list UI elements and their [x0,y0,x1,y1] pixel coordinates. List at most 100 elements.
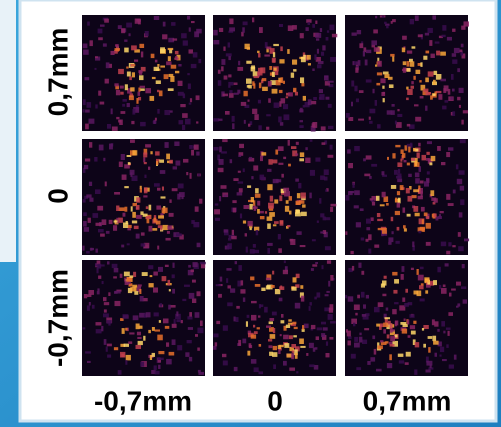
speckle [354,146,360,151]
speckle [374,307,380,312]
speckle [270,334,276,339]
speckle [376,324,380,327]
speckle [283,104,288,109]
speckle [148,330,151,333]
speckle [181,196,183,199]
speckle [440,79,446,82]
speckle [325,246,331,250]
speckle [425,290,428,293]
speckle [128,225,132,228]
speckle [85,77,90,80]
speckle [114,221,118,223]
speckle [236,306,240,309]
speckle [417,153,420,159]
speckle [169,352,175,356]
speckle [309,306,311,311]
speckle [372,202,375,206]
speckle [172,274,175,278]
speckle [164,74,169,79]
speckle [407,68,411,72]
speckle [144,175,146,178]
speckle [406,98,409,101]
speckle [123,314,129,319]
speckle [124,272,130,277]
speckle [434,321,438,326]
speckle [394,302,399,304]
speckle [288,164,291,167]
speckle [284,114,290,120]
speckle [243,298,245,302]
speckle [426,361,432,366]
speckle [317,221,319,223]
speckle [134,60,138,62]
speckle [191,150,194,156]
speckle [118,218,123,223]
speckle [167,231,170,234]
speckle [266,127,269,130]
speckle [286,200,289,204]
speckle [126,67,128,69]
speckle [295,303,300,309]
speckle [187,73,190,75]
speckle [213,334,218,338]
speckle [459,212,463,217]
speckle [176,233,182,236]
speckle [403,61,407,65]
speckle [223,47,225,51]
speckle [269,321,273,324]
speckle [423,325,428,329]
speckle [442,35,446,37]
speckle [402,266,405,272]
speckle [385,317,391,319]
speckle [156,206,161,210]
speckle [88,218,91,223]
speckle [228,85,230,88]
speckle [197,328,203,334]
speckle [156,80,161,84]
speckle [301,212,307,216]
speckle [228,74,231,77]
speckle [441,242,446,247]
speckle [172,289,175,294]
speckle [434,71,438,75]
speckle [255,194,261,198]
speckle [83,99,86,105]
speckle [437,267,441,273]
speckle [443,331,445,334]
speckle [441,288,447,294]
speckle [158,215,164,218]
speckle [427,141,432,144]
speckle [289,196,292,201]
speckle [173,166,177,169]
speckle [324,177,328,181]
speckle [189,312,192,317]
speckle [258,100,261,104]
speckle [315,158,320,162]
speckle [127,72,131,77]
speckle [178,92,184,96]
speckle [243,168,245,172]
speckle [327,30,329,33]
speckle [254,114,258,120]
speckle [312,24,315,28]
speckle [98,37,103,40]
speckle [182,113,188,118]
speckle [402,36,407,40]
speckle [414,369,417,375]
speckle [249,343,252,347]
speckle [397,114,402,117]
speckle [370,109,376,114]
speckle [377,72,382,75]
speckle [187,16,190,20]
speckle [136,19,141,22]
speckle [280,334,282,336]
speckle [102,219,107,225]
speckle [411,81,414,84]
speckle [432,93,435,96]
speckle [150,96,155,101]
speckle [157,188,161,191]
speckle [266,114,271,116]
speckle [129,275,133,277]
speckle [147,219,150,224]
speckle [460,199,464,205]
